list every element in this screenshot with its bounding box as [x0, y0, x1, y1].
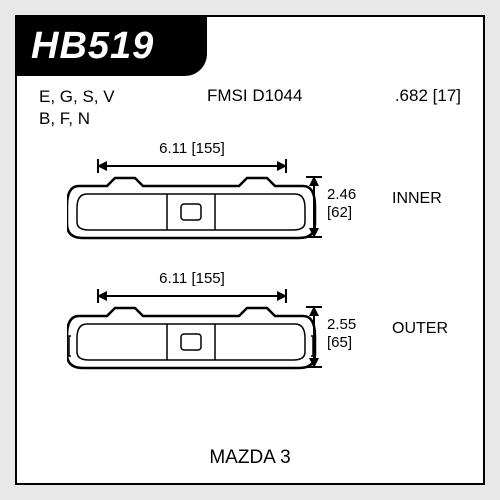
- inner-height-mm: [62]: [327, 204, 387, 222]
- outer-height-mm: [65]: [327, 334, 387, 352]
- compound-line-2: B, F, N: [39, 108, 115, 130]
- vehicle-label: MAZDA 3: [17, 447, 483, 469]
- thickness: .682 [17]: [395, 86, 461, 130]
- inner-height-dim: 2.46 [62]: [327, 174, 387, 222]
- thickness-in: .682: [395, 86, 428, 105]
- inner-pad-icon: [67, 176, 317, 244]
- width-arrow-icon: [97, 157, 287, 175]
- inner-height-in: 2.46: [327, 186, 387, 204]
- inner-pad-block: 6.11 [155]: [37, 140, 463, 250]
- compound-codes: E, G, S, V B, F, N: [39, 86, 115, 130]
- spec-card: HB519 E, G, S, V B, F, N FMSI D1044 .682…: [15, 15, 485, 485]
- height-arrow-icon: [303, 176, 325, 238]
- outer-label: OUTER: [392, 320, 448, 338]
- thickness-mm: [17]: [433, 86, 461, 105]
- outer-pad-icon: [67, 306, 317, 374]
- compound-line-1: E, G, S, V: [39, 86, 115, 108]
- part-number-text: HB519: [31, 25, 154, 67]
- outer-pad-block: 6.11 [155]: [37, 270, 463, 380]
- inner-width-in: 6.11: [159, 140, 187, 157]
- outer-width-dim: 6.11 [155]: [97, 270, 287, 309]
- diagram-area: 6.11 [155]: [17, 136, 483, 408]
- outer-height-in: 2.55: [327, 316, 387, 334]
- inner-label: INNER: [392, 190, 442, 208]
- inner-width-dim: 6.11 [155]: [97, 140, 287, 179]
- part-number-title: HB519: [17, 17, 207, 76]
- header-row: E, G, S, V B, F, N FMSI D1044 .682 [17]: [17, 76, 483, 136]
- inner-width-mm: [155]: [191, 140, 224, 157]
- fmsi-code: FMSI D1044: [207, 86, 302, 130]
- outer-height-dim: 2.55 [65]: [327, 304, 387, 352]
- outer-width-mm: [155]: [191, 270, 224, 287]
- width-arrow-icon: [97, 287, 287, 305]
- outer-width-in: 6.11: [159, 270, 187, 287]
- height-arrow-icon: [303, 306, 325, 368]
